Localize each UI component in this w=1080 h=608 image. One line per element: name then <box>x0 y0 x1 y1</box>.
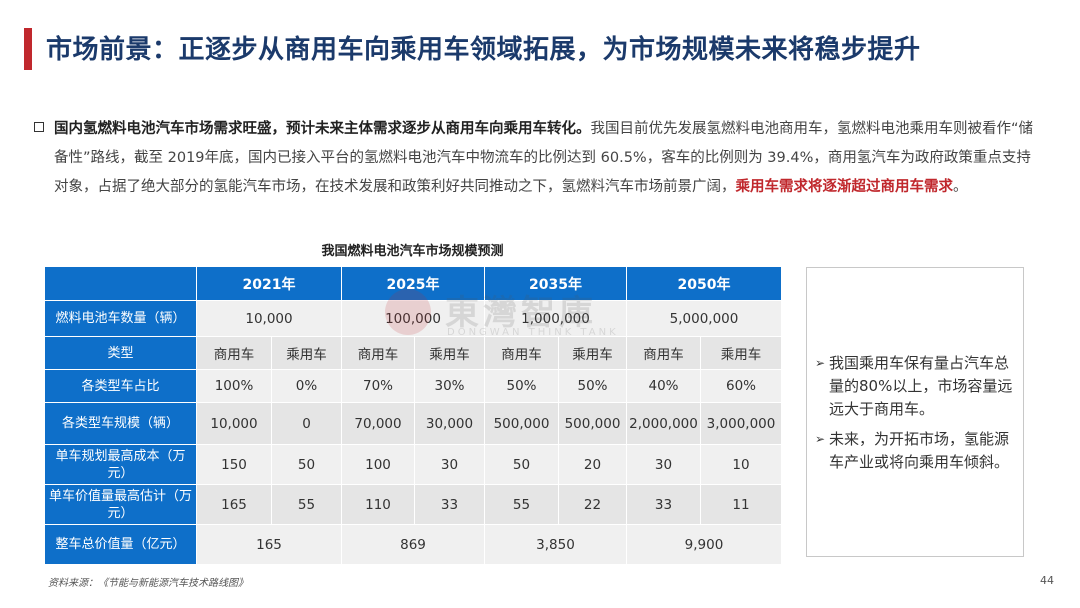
sidebar-box: ➢ 我国乘用车保有量占汽车总量的80%以上，市场容量远远大于商用车。 ➢ 未来，… <box>806 267 1024 557</box>
table-row: 各类型车规模（辆） 10,000 0 70,000 30,000 500,000… <box>44 402 782 445</box>
row-label: 类型 <box>44 336 197 370</box>
cell: 33 <box>626 484 701 525</box>
cell: 500,000 <box>558 402 627 445</box>
source-note: 资料来源：《节能与新能源汽车技术路线图》 <box>48 578 248 589</box>
sidebar-point: ➢ 未来，为开拓市场，氢能源车产业或将向乘用车倾斜。 <box>815 428 1023 474</box>
row-label: 单车价值量最高估计（万元） <box>44 484 197 525</box>
cell: 869 <box>341 524 485 565</box>
table-row: 整车总价值量（亿元） 165 869 3,850 9,900 <box>44 524 782 565</box>
forecast-table: 2021年 2025年 2035年 2050年 燃料电池车数量（辆） 10,00… <box>44 266 782 565</box>
row-label: 各类型车占比 <box>44 369 197 403</box>
row-label: 各类型车规模（辆） <box>44 402 197 445</box>
cell: 500,000 <box>484 402 559 445</box>
intro-highlight: 乘用车需求将逐渐超过商用车需求 <box>735 179 954 195</box>
year-header: 2021年 <box>196 266 342 301</box>
cell: 20 <box>558 444 627 485</box>
sidebar-point: ➢ 我国乘用车保有量占汽车总量的80%以上，市场容量远远大于商用车。 <box>815 352 1023 421</box>
cell: 商用车 <box>626 336 701 370</box>
cell: 100,000 <box>341 300 485 337</box>
sidebar-point-text: 未来，为开拓市场，氢能源车产业或将向乘用车倾斜。 <box>829 430 1010 471</box>
cell: 40% <box>626 369 701 403</box>
header-corner <box>44 266 197 301</box>
intro-end: 。 <box>953 179 968 195</box>
intro-paragraph: 国内氢燃料电池汽车市场需求旺盛，预计未来主体需求逐步从商用车向乘用车转化。我国目… <box>34 115 1044 202</box>
cell: 乘用车 <box>700 336 782 370</box>
cell: 30 <box>626 444 701 485</box>
intro-bold: 国内氢燃料电池汽车市场需求旺盛，预计未来主体需求逐步从商用车向乘用车转化。 <box>54 121 591 137</box>
cell: 商用车 <box>484 336 559 370</box>
cell: 0% <box>271 369 342 403</box>
cell: 50% <box>558 369 627 403</box>
cell: 5,000,000 <box>626 300 782 337</box>
cell: 10,000 <box>196 402 272 445</box>
square-bullet-icon <box>34 122 44 132</box>
cell: 30% <box>414 369 485 403</box>
page-title: 市场前景：正逐步从商用车向乘用车领域拓展，为市场规模未来将稳步提升 <box>46 35 921 65</box>
row-label: 单车规划最高成本（万元） <box>44 444 197 485</box>
cell: 50% <box>484 369 559 403</box>
row-label: 燃料电池车数量（辆） <box>44 300 197 337</box>
year-header: 2050年 <box>626 266 782 301</box>
cell: 乘用车 <box>558 336 627 370</box>
cell: 30 <box>414 444 485 485</box>
cell: 55 <box>484 484 559 525</box>
cell: 11 <box>700 484 782 525</box>
table-row: 类型 商用车 乘用车 商用车 乘用车 商用车 乘用车 商用车 乘用车 <box>44 336 782 370</box>
table-row: 各类型车占比 100% 0% 70% 30% 50% 50% 40% 60% <box>44 369 782 403</box>
cell: 10,000 <box>196 300 342 337</box>
cell: 1,000,000 <box>484 300 627 337</box>
cell: 22 <box>558 484 627 525</box>
year-header: 2025年 <box>341 266 485 301</box>
cell: 0 <box>271 402 342 445</box>
cell: 3,000,000 <box>700 402 782 445</box>
cell: 33 <box>414 484 485 525</box>
cell: 70% <box>341 369 415 403</box>
cell: 50 <box>484 444 559 485</box>
row-label: 整车总价值量（亿元） <box>44 524 197 565</box>
cell: 165 <box>196 524 342 565</box>
cell: 商用车 <box>196 336 272 370</box>
cell: 50 <box>271 444 342 485</box>
cell: 3,850 <box>484 524 627 565</box>
title-accent-bar <box>24 28 32 70</box>
table-row: 单车价值量最高估计（万元） 165 55 110 33 55 22 33 11 <box>44 484 782 525</box>
intro-normal: 我国目前优先发展氢燃料电池商用车，氢燃料电池乘用车则被看作“储备性”路线，截至 … <box>54 121 1034 195</box>
table-row: 单车规划最高成本（万元） 150 50 100 30 50 20 30 10 <box>44 444 782 485</box>
sidebar-point-text: 我国乘用车保有量占汽车总量的80%以上，市场容量远远大于商用车。 <box>829 354 1013 418</box>
cell: 110 <box>341 484 415 525</box>
page-number: 44 <box>1040 574 1054 587</box>
cell: 30,000 <box>414 402 485 445</box>
cell: 2,000,000 <box>626 402 701 445</box>
table-row: 燃料电池车数量（辆） 10,000 100,000 1,000,000 5,00… <box>44 300 782 337</box>
cell: 100% <box>196 369 272 403</box>
table-header-row: 2021年 2025年 2035年 2050年 <box>44 266 782 301</box>
arrow-bullet-icon: ➢ <box>815 432 826 446</box>
cell: 100 <box>341 444 415 485</box>
cell: 165 <box>196 484 272 525</box>
cell: 150 <box>196 444 272 485</box>
cell: 9,900 <box>626 524 782 565</box>
cell: 商用车 <box>341 336 415 370</box>
cell: 55 <box>271 484 342 525</box>
cell: 60% <box>700 369 782 403</box>
arrow-bullet-icon: ➢ <box>815 356 826 370</box>
cell: 10 <box>700 444 782 485</box>
table-title: 我国燃料电池汽车市场规模预测 <box>321 244 504 259</box>
cell: 70,000 <box>341 402 415 445</box>
cell: 乘用车 <box>414 336 485 370</box>
cell: 乘用车 <box>271 336 342 370</box>
year-header: 2035年 <box>484 266 627 301</box>
